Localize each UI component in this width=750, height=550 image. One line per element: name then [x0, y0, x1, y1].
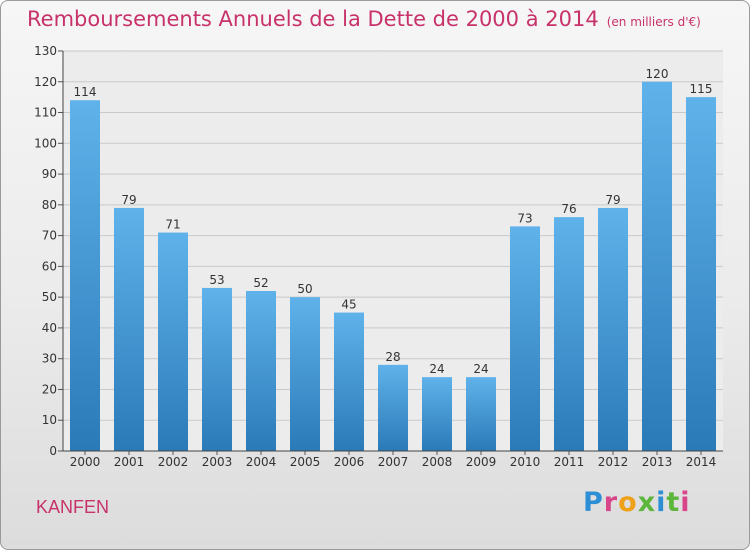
bar-value-label: 24	[473, 362, 488, 376]
y-tick-label: 100	[34, 136, 57, 150]
x-tick-label: 2014	[686, 455, 717, 469]
logo-letter: o	[618, 487, 638, 518]
bar-value-label: 24	[429, 362, 444, 376]
bar-value-label: 50	[297, 282, 312, 296]
logo-letter: r	[603, 487, 619, 518]
y-tick-label: 20	[42, 382, 57, 396]
bar-value-label: 76	[561, 202, 576, 216]
logo-letter: P	[583, 487, 604, 518]
logo-letter: i	[680, 487, 691, 518]
bar	[554, 217, 584, 451]
bar-value-label: 53	[209, 273, 224, 287]
y-tick-label: 60	[42, 259, 57, 273]
x-tick-label: 2010	[510, 455, 541, 469]
y-tick-label: 40	[42, 321, 57, 335]
bar	[290, 297, 320, 451]
logo-letter: i	[656, 487, 667, 518]
bar-value-label: 52	[253, 276, 268, 290]
axis-layer: 0 10 20 30 40 50 60 70 80 90 100 110 120 130 2000 2001 2…	[34, 44, 723, 469]
unit-note: (en milliers d'€)	[606, 15, 701, 29]
y-tick-label: 110	[34, 106, 57, 120]
x-tick-label: 2001	[114, 455, 145, 469]
bar-value-label: 114	[74, 85, 97, 99]
y-tick-label: 120	[34, 75, 57, 89]
x-tick-label: 2008	[422, 455, 453, 469]
x-tick-label: 2013	[642, 455, 673, 469]
chart-title: Remboursements Annuels de la Dette de 20…	[27, 7, 701, 31]
y-tick-label: 30	[42, 352, 57, 366]
y-tick-label: 130	[34, 44, 57, 58]
x-tick-label: 2012	[598, 455, 629, 469]
y-tick-label: 10	[42, 413, 57, 427]
bar	[70, 100, 100, 451]
bar-value-label: 115	[690, 82, 713, 96]
chart-title-text: Remboursements Annuels de la Dette de 20…	[27, 7, 599, 31]
bar	[466, 377, 496, 451]
x-tick-label: 2011	[554, 455, 585, 469]
bar	[686, 97, 716, 452]
x-tick-label: 2006	[334, 455, 365, 469]
logo-letter: x	[637, 487, 657, 518]
bar-value-label: 79	[121, 193, 136, 207]
y-tick-label: 80	[42, 198, 57, 212]
x-tick-label: 2005	[290, 455, 321, 469]
proxiti-logo: Proxiti	[583, 487, 691, 518]
bar-value-label: 120	[646, 67, 669, 81]
bar-value-label: 73	[517, 211, 532, 225]
bars-layer: 114 79 71 53 52 50 45 28 24 24 73 76 79 120 115	[70, 67, 716, 452]
bar	[114, 207, 144, 451]
bar	[642, 81, 672, 452]
x-tick-label: 2004	[246, 455, 277, 469]
x-tick-label: 2007	[378, 455, 409, 469]
bar-value-label: 28	[385, 350, 400, 364]
bar-value-label: 79	[605, 193, 620, 207]
bar-value-label: 71	[165, 218, 180, 232]
bar	[510, 226, 540, 451]
commune-name: KANFEN	[36, 497, 110, 517]
bar	[378, 364, 408, 451]
y-tick-label: 70	[42, 229, 57, 243]
y-tick-label: 90	[42, 167, 57, 181]
x-tick-label: 2000	[70, 455, 101, 469]
logo-letter: t	[666, 487, 681, 518]
bar-value-label: 45	[341, 298, 356, 312]
bar	[202, 287, 232, 451]
bar	[598, 207, 628, 451]
x-tick-label: 2003	[202, 455, 233, 469]
x-tick-label: 2009	[466, 455, 497, 469]
bar	[246, 291, 276, 451]
bar	[334, 312, 364, 451]
y-tick-label: 50	[42, 290, 57, 304]
bar	[158, 232, 188, 451]
y-tick-label: 0	[49, 444, 57, 458]
bar	[422, 377, 452, 451]
x-tick-label: 2002	[158, 455, 189, 469]
